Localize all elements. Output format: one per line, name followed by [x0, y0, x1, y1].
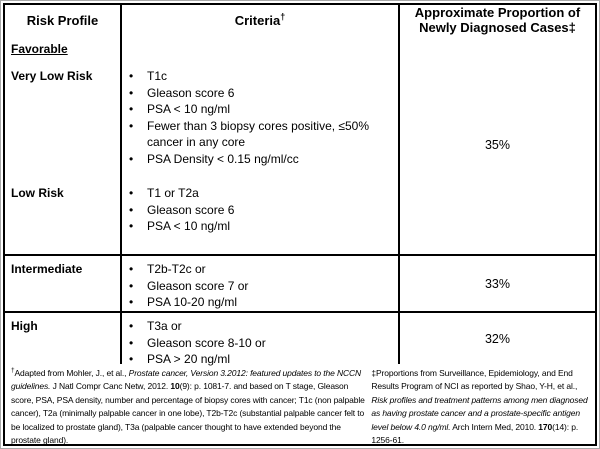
header-label-risk-profile: Risk Profile: [26, 12, 99, 28]
criteria-item: • PSA Density < 0.15 ng/ml/cc: [122, 151, 398, 168]
proportion-value: 33%: [484, 276, 511, 291]
criteria-text: Gleason score 6: [147, 202, 235, 217]
risk-section: Favorable Very Low Risk Low Risk • T1c • Gleas…: [5, 35, 595, 254]
criteria-text: PSA < 10 ng/ml: [147, 102, 231, 116]
criteria-text: PSA < 10 ng/ml: [147, 219, 231, 233]
criteria-text: PSA Density < 0.15 ng/ml/cc: [147, 151, 299, 166]
footnote-segment: Risk profiles and treatment patterns amo…: [371, 394, 588, 432]
proportion-cell: 35%: [400, 35, 595, 254]
header-label-criteria: Criteria†: [234, 11, 286, 28]
footnote-segment: ‡Proportions from Surveillance, Epidemio…: [371, 368, 578, 392]
proportion-value: 35%: [484, 137, 511, 152]
risk-section: Intermediate • T2b-T2c or • Gleason score 7 …: [5, 254, 595, 311]
risk-profile-table: Risk Profile Criteria† Approximate Propo…: [3, 3, 597, 446]
criteria-cell: • T3a or • Gleason score 8-10 or • PSA > 20 n…: [122, 313, 400, 366]
criteria-item: • PSA < 10 ng/ml: [122, 101, 398, 118]
criteria-footnote-mark: †: [280, 11, 286, 22]
header-cell-criteria: Criteria†: [122, 5, 400, 35]
footnote-segment: 10: [170, 381, 180, 392]
criteria-list: • T1c • Gleason score 6 • PSA < 10 ng/ml • Fewe…: [122, 68, 398, 167]
footnote-segment: J Natl Compr Canc Netw, 2012.: [50, 381, 171, 392]
criteria-text: Gleason score 7 or: [147, 278, 249, 293]
bullet-icon: •: [129, 219, 134, 233]
table-body: Favorable Very Low Risk Low Risk • T1c • Gleas…: [5, 35, 595, 366]
risk-profile-cell: Intermediate: [5, 256, 122, 311]
footnote-segment: Arch Intern Med, 2010.: [450, 421, 539, 432]
criteria-text: Fewer than 3 biopsy cores positive, ≤50%…: [147, 118, 370, 150]
header-label-proportion: Approximate Proportion of Newly Diagnose…: [414, 5, 581, 35]
footnote-segment: 170: [538, 421, 553, 432]
criteria-item: • PSA > 20 ng/ml: [122, 351, 398, 368]
proportion-value: 32%: [484, 331, 511, 346]
criteria-list: • T2b-T2c or • Gleason score 7 or • PSA 10-20…: [122, 261, 398, 311]
header-cell-risk-profile: Risk Profile: [5, 5, 122, 35]
criteria-text: T2b-T2c or: [147, 262, 206, 276]
footnote: ‡Proportions from Surveillance, Epidemio…: [371, 367, 589, 447]
bullet-icon: •: [129, 335, 134, 350]
criteria-item: • Gleason score 7 or: [122, 278, 398, 295]
criteria-item: • T3a or: [122, 318, 398, 335]
bullet-icon: •: [129, 69, 134, 83]
criteria-item: • T1c: [122, 68, 398, 85]
criteria-list: • T1 or T2a • Gleason score 6 • PSA < 10 ng/m…: [122, 185, 398, 235]
criteria-item: • Gleason score 8-10 or: [122, 335, 398, 352]
risk-group-label: Intermediate: [11, 262, 83, 276]
criteria-text: T1c: [147, 69, 168, 83]
bullet-icon: •: [129, 262, 134, 276]
criteria-text: T1 or T2a: [147, 186, 199, 200]
criteria-item: • Gleason score 6: [122, 202, 398, 219]
risk-group-label: Low Risk: [11, 186, 64, 200]
criteria-text: Gleason score 6: [147, 85, 235, 100]
risk-profile-cell: High: [5, 313, 122, 364]
bullet-icon: •: [129, 278, 134, 293]
criteria-text: PSA 10-20 ng/ml: [147, 295, 238, 309]
criteria-item: • T2b-T2c or: [122, 261, 398, 278]
criteria-cell: • T1c • Gleason score 6 • PSA < 10 ng/ml • Fewe…: [122, 35, 400, 254]
bullet-icon: •: [129, 151, 134, 166]
risk-group-label: High: [11, 319, 38, 333]
bullet-icon: •: [129, 118, 134, 133]
criteria-list: • T3a or • Gleason score 8-10 or • PSA > 20 n…: [122, 318, 398, 368]
bullet-icon: •: [129, 85, 134, 100]
criteria-item: • Gleason score 6: [122, 85, 398, 102]
bullet-icon: •: [129, 102, 134, 116]
footnote-segment: Adapted from Mohler, J., et al.,: [14, 368, 129, 378]
bullet-icon: •: [129, 186, 134, 200]
bullet-icon: •: [129, 295, 134, 309]
bullet-icon: •: [129, 319, 134, 333]
criteria-item: • PSA 10-20 ng/ml: [122, 294, 398, 311]
criteria-text: PSA > 20 ng/ml: [147, 352, 231, 366]
footnotes: †Adapted from Mohler, J., et al., Prosta…: [5, 364, 595, 449]
proportion-cell: 32%: [400, 313, 595, 364]
risk-group-label: Very Low Risk: [11, 69, 93, 83]
risk-section: High • T3a or • Gleason score 8-10 or • PSA > …: [5, 311, 595, 366]
bullet-icon: •: [129, 202, 134, 217]
criteria-item: • Fewer than 3 biopsy cores positive, ≤50…: [122, 118, 398, 151]
footnote-segment: †: [11, 367, 15, 375]
table-header-row: Risk Profile Criteria† Approximate Propo…: [5, 5, 595, 35]
risk-profile-cell: Favorable Very Low Risk Low Risk: [5, 35, 122, 254]
criteria-text: Gleason score 8-10 or: [147, 335, 266, 350]
footnote: †Adapted from Mohler, J., et al., Prosta…: [11, 367, 371, 447]
header-cell-proportion: Approximate Proportion of Newly Diagnose…: [400, 5, 595, 35]
criteria-text: T3a or: [147, 319, 182, 333]
footnote-segment: (9): p. 1081-7. and based on T stage, Gl…: [11, 381, 365, 446]
footnote-segment: (14): p. 1256-61.: [371, 421, 579, 446]
criteria-item: • T1 or T2a: [122, 185, 398, 202]
bullet-icon: •: [129, 352, 134, 366]
footnote-segment: Prostate cancer, Version 3.2012: feature…: [11, 368, 362, 392]
criteria-cell: • T2b-T2c or • Gleason score 7 or • PSA 10-20…: [122, 256, 400, 311]
criteria-item: • PSA < 10 ng/ml: [122, 218, 398, 235]
proportion-cell: 33%: [400, 256, 595, 311]
section-heading: Favorable: [11, 42, 68, 56]
